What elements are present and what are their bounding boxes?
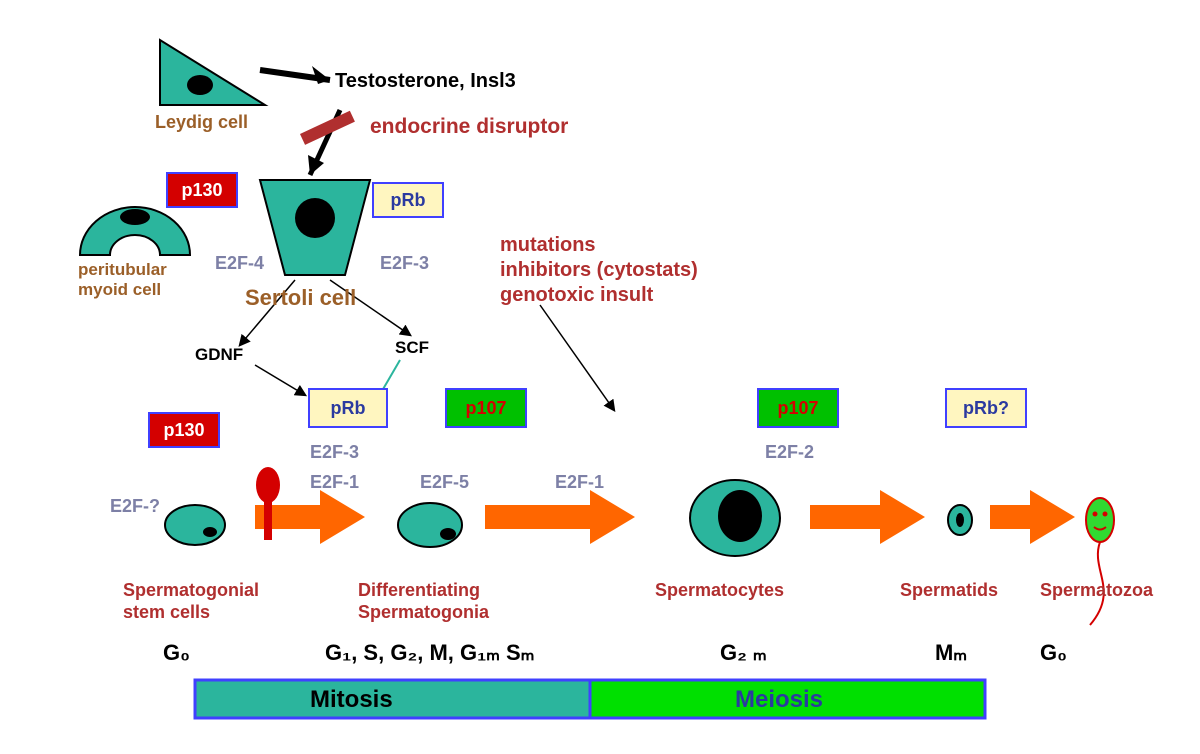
prb-box-2: pRb	[308, 388, 388, 428]
e2f3-label-mid: E2F-3	[310, 442, 359, 463]
diff-sperm-label: Differentiating Spermatogonia	[358, 580, 489, 623]
sertoli-cell-shape	[260, 180, 370, 275]
e2f5-label: E2F-5	[420, 472, 469, 493]
e2f4-label: E2F-4	[215, 253, 264, 274]
stem-line1: Spermatogonial	[123, 580, 259, 602]
g0-label: G₀	[163, 640, 190, 666]
prbq-box: pRb?	[945, 388, 1027, 428]
stem-cell-shape	[165, 505, 225, 545]
sertoli-label: Sertoli cell	[245, 285, 356, 311]
spermatozoa-label: Spermatozoa	[1040, 580, 1153, 601]
spermatocyte-shape	[690, 480, 780, 556]
spermatid-shape	[948, 505, 972, 535]
inhibitors-label: inhibitors (cytostats)	[500, 258, 698, 283]
prb-box-1: pRb	[372, 182, 444, 218]
leydig-label: Leydig cell	[155, 112, 248, 133]
leydig-cell-shape	[160, 40, 265, 105]
gdnf-label: GDNF	[195, 345, 243, 365]
spermatozoa-shape	[1086, 498, 1114, 625]
stem-line2: stem cells	[123, 602, 259, 624]
gphases-label: G₁, S, G₂, M, G₁ₘ Sₘ	[325, 640, 534, 666]
inhibition-t-bar	[256, 467, 280, 540]
genotoxic-label: genotoxic insult	[500, 283, 698, 308]
myoid-line2: myoid cell	[78, 280, 167, 300]
e2f1-label-right: E2F-1	[555, 472, 604, 493]
spermatocytes-label: Spermatocytes	[655, 580, 784, 601]
diff-line1: Differentiating	[358, 580, 489, 602]
mm-label: Mₘ	[935, 640, 967, 666]
p130-box-2: p130	[148, 412, 220, 448]
mitosis-label: Mitosis	[310, 686, 393, 714]
g0b-label: G₀	[1040, 640, 1067, 666]
spermatids-label: Spermatids	[900, 580, 998, 601]
myoid-cell-shape	[80, 207, 190, 255]
g2m-label: G₂ ₘ	[720, 640, 767, 666]
meiosis-label: Meiosis	[735, 686, 823, 714]
endocrine-label: endocrine disruptor	[370, 115, 568, 139]
p107-box-2: p107	[757, 388, 839, 428]
e2fq-label: E2F-?	[110, 496, 160, 517]
insult-labels: mutations inhibitors (cytostats) genotox…	[500, 233, 698, 308]
myoid-line1: peritubular	[78, 260, 167, 280]
arrow-mutations-down	[540, 305, 614, 410]
p130-box-1: p130	[166, 172, 238, 208]
scf-label: SCF	[395, 338, 429, 358]
e2f1-label-left: E2F-1	[310, 472, 359, 493]
p107-box-1: p107	[445, 388, 527, 428]
diff-line2: Spermatogonia	[358, 602, 489, 624]
e2f2-label: E2F-2	[765, 442, 814, 463]
myoid-label: peritubular myoid cell	[78, 260, 167, 301]
mutations-label: mutations	[500, 233, 698, 258]
diff-spermatogonia-shape	[398, 503, 462, 547]
hormones-label: Testosterone, Insl3	[335, 70, 516, 93]
arrow-gdnf-prb	[255, 365, 305, 395]
e2f3-label-top: E2F-3	[380, 253, 429, 274]
stem-cell-label: Spermatogonial stem cells	[123, 580, 259, 623]
